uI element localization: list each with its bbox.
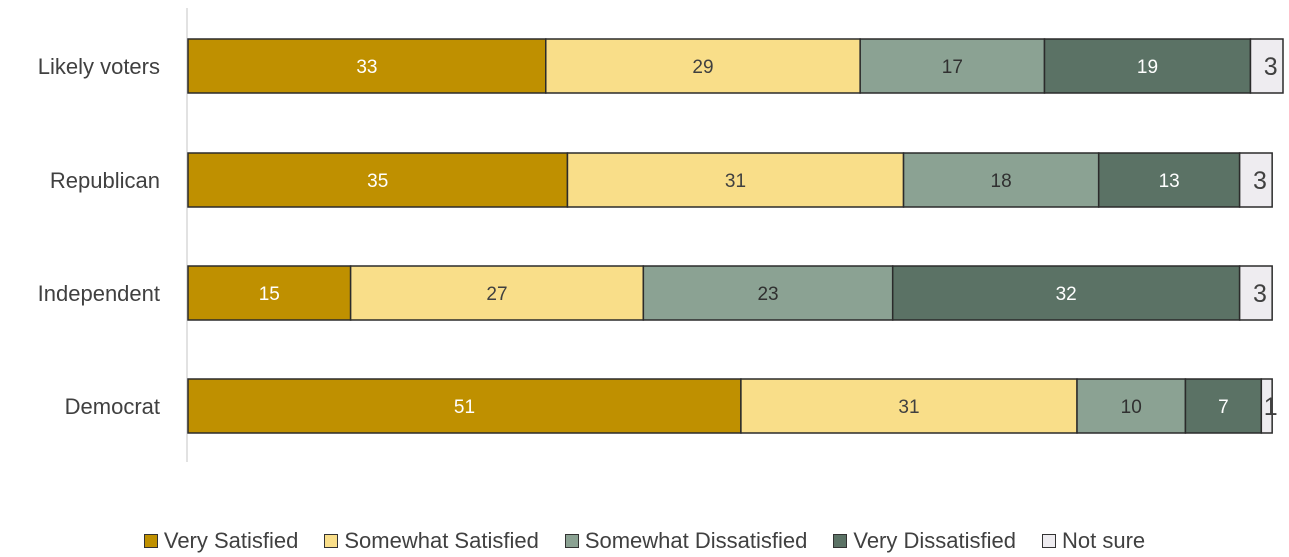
bar-independent-somewhat-dissatisfied (642, 265, 894, 321)
data-label-republican-somewhat-satisfied: 31 (725, 171, 746, 192)
legend-swatch-not-sure (1041, 534, 1056, 548)
legend-label: Not sure (1061, 528, 1146, 553)
bar-democrat-very-dissatisfied (1184, 378, 1263, 434)
data-label-democrat-not-sure: 1 (1264, 393, 1278, 421)
data-label-republican-somewhat-dissatisfied: 18 (991, 171, 1012, 192)
bar-republican-very-dissatisfied (1097, 152, 1241, 208)
data-label-independent-somewhat-satisfied: 27 (486, 284, 507, 305)
legend-swatch-somewhat-dissatisfied (564, 534, 579, 548)
data-label-independent-not-sure: 3 (1253, 280, 1267, 308)
category-label-republican: Republican (50, 168, 160, 193)
legend-label: Very Satisfied (163, 528, 299, 553)
bar-democrat-very-satisfied (187, 378, 742, 434)
data-label-likely-voters-not-sure: 3 (1264, 53, 1278, 81)
legend-item-very-dissatisfied: Very Dissatisfied (833, 528, 1016, 554)
legend-item-somewhat-dissatisfied: Somewhat Dissatisfied (564, 528, 808, 554)
data-label-republican-very-satisfied: 35 (367, 171, 388, 192)
data-label-likely-voters-somewhat-dissatisfied: 17 (942, 57, 963, 78)
data-label-democrat-very-satisfied: 51 (454, 397, 475, 418)
legend-item-very-satisfied: Very Satisfied (143, 528, 299, 554)
data-label-republican-very-dissatisfied: 13 (1159, 171, 1180, 192)
legend-swatch-very-satisfied (143, 534, 158, 548)
data-label-likely-voters-somewhat-satisfied: 29 (692, 57, 713, 78)
bar-independent-very-dissatisfied (891, 265, 1241, 321)
legend-swatch-very-dissatisfied (833, 534, 848, 548)
category-label-democrat: Democrat (65, 394, 160, 419)
legend-label: Somewhat Satisfied (344, 528, 539, 553)
legend-label: Very Dissatisfied (853, 528, 1016, 553)
bar-democrat-not-sure (1260, 378, 1273, 434)
data-label-independent-very-dissatisfied: 32 (1056, 284, 1077, 305)
bar-likely-voters-somewhat-dissatisfied (859, 38, 1046, 94)
data-label-democrat-somewhat-satisfied: 31 (898, 397, 919, 418)
legend-item-not-sure: Not sure (1041, 528, 1146, 554)
bar-likely-voters-somewhat-satisfied (545, 38, 861, 94)
bar-likely-voters-not-sure (1249, 38, 1284, 94)
data-label-democrat-somewhat-dissatisfied: 10 (1121, 397, 1142, 418)
legend-swatch-somewhat-satisfied (324, 534, 339, 548)
bar-democrat-somewhat-dissatisfied (1076, 378, 1187, 434)
bar-independent-very-satisfied (187, 265, 352, 321)
data-label-independent-somewhat-dissatisfied: 23 (757, 284, 778, 305)
legend-item-somewhat-satisfied: Somewhat Satisfied (324, 528, 539, 554)
bar-independent-not-sure (1238, 265, 1273, 321)
legend: Very Satisfied Somewhat Satisfied Somewh… (0, 526, 1289, 556)
data-label-independent-very-satisfied: 15 (259, 284, 280, 305)
bar-democrat-somewhat-satisfied (740, 378, 1078, 434)
legend-label: Somewhat Dissatisfied (584, 528, 808, 553)
data-label-republican-not-sure: 3 (1253, 167, 1267, 195)
bar-republican-very-satisfied (187, 152, 569, 208)
category-label-likely-voters: Likely voters (38, 54, 160, 79)
data-label-likely-voters-very-dissatisfied: 19 (1137, 57, 1158, 78)
category-label-independent: Independent (38, 281, 160, 306)
bar-republican-not-sure (1238, 152, 1273, 208)
data-label-likely-voters-very-satisfied: 33 (356, 57, 377, 78)
bar-independent-somewhat-satisfied (349, 265, 645, 321)
data-label-democrat-very-dissatisfied: 7 (1218, 397, 1229, 418)
